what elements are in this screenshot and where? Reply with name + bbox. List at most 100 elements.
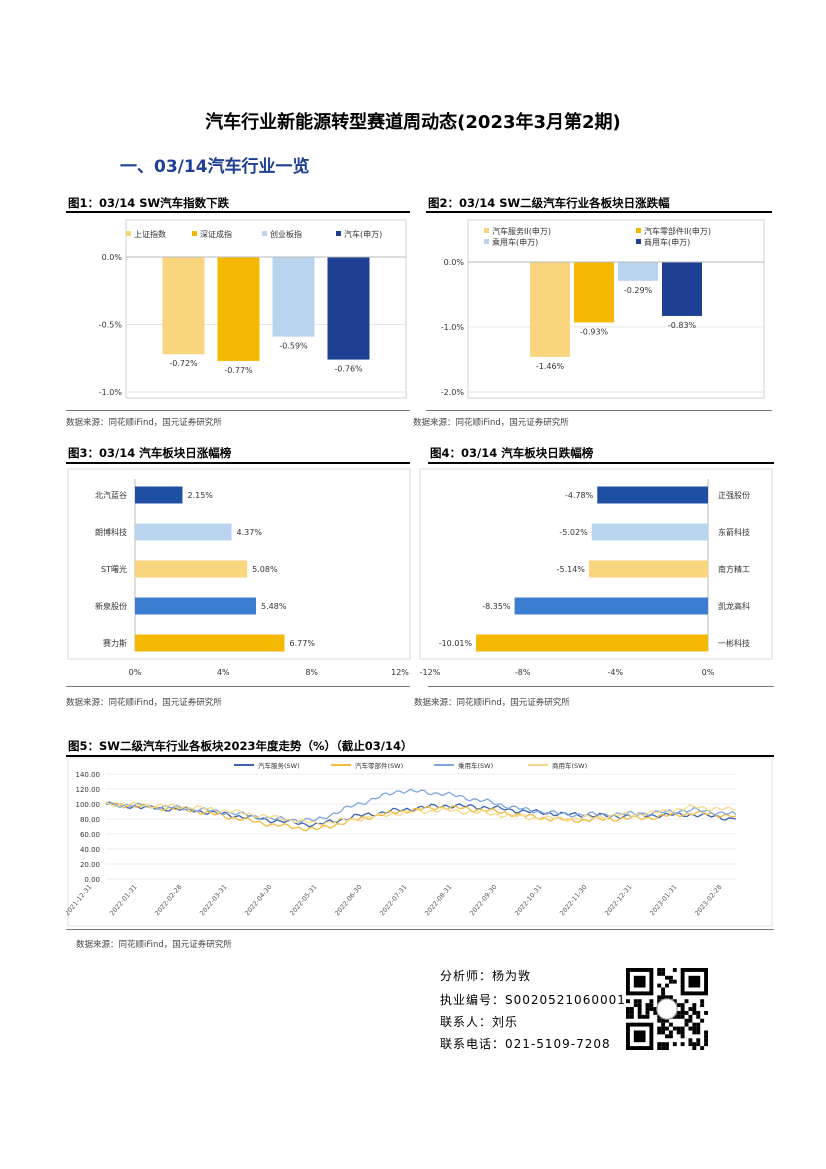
plot-frame — [125, 219, 407, 399]
category-label: 凯龙高科 — [718, 601, 750, 611]
qr-module — [672, 1014, 677, 1019]
qr-module — [649, 999, 654, 1004]
x-tick-label: -8% — [515, 668, 531, 677]
bar — [574, 262, 614, 323]
qr-module — [676, 1003, 681, 1008]
qr-module — [700, 1003, 705, 1008]
y-tick-label: 100.00 — [76, 801, 101, 809]
legend-label: 上证指数 — [134, 229, 166, 239]
legend-label: 创业板指 — [270, 229, 302, 239]
category-label: 一彬科技 — [718, 638, 750, 648]
data-label: -5.02% — [559, 528, 588, 537]
fig5-bottom-rule — [66, 929, 774, 930]
x-tick-label: 2022-07-31 — [378, 883, 408, 917]
qr-module — [692, 1030, 697, 1035]
analyst-phone: 联系电话：021-5109-7208 — [440, 1037, 611, 1051]
qr-module — [665, 1046, 669, 1050]
analyst-cert: 执业编号：S0020521060001 — [440, 993, 626, 1007]
qr-module — [645, 1003, 650, 1008]
x-tick-label: 2022-03-31 — [198, 883, 228, 917]
data-label: -1.46% — [536, 362, 565, 371]
legend-swatch — [126, 231, 131, 236]
category-label: 赛力斯 — [103, 638, 127, 648]
plot-frame — [67, 468, 411, 660]
qr-module — [633, 1003, 638, 1008]
qr-module — [665, 983, 669, 988]
qr-module — [653, 1007, 658, 1011]
qr-module — [676, 1010, 681, 1015]
qr-module — [665, 995, 669, 1000]
y-tick-label: 0.0% — [444, 258, 465, 267]
qr-module — [657, 1026, 662, 1031]
qr-module — [680, 1010, 685, 1015]
fig4-chart: -12% -8% -4% 0% -4.78% 正强股份 -5.02% 东箭科技 -5.14% 南方… — [419, 468, 773, 677]
qr-module — [672, 1042, 677, 1047]
fig3-source: 数据来源：同花顺iFind，国元证券研究所 — [66, 698, 222, 708]
qr-module — [696, 1030, 701, 1035]
fig2-title: 图2：03/14 SW二级汽车行业各板块日涨跌幅 — [428, 196, 670, 210]
data-label: -4.78% — [565, 491, 594, 500]
analyst-contact: 联系人：刘乐 — [440, 1015, 519, 1029]
plot-frame — [419, 468, 773, 660]
bar — [662, 262, 702, 316]
qr-module — [657, 999, 662, 1004]
qr-module — [626, 1007, 630, 1011]
qr-module — [661, 1030, 666, 1035]
qr-module — [680, 1003, 685, 1008]
legend-swatch — [192, 231, 197, 236]
data-label: -5.14% — [557, 565, 586, 574]
x-tick-label: 2022-09-30 — [468, 883, 498, 917]
legend-label: 深证成指 — [200, 229, 232, 239]
data-label: -0.83% — [668, 321, 697, 330]
qr-module — [692, 1046, 697, 1050]
qr-module — [626, 1010, 630, 1015]
qr-module — [692, 1003, 697, 1008]
fig5-title: 图5：SW二级汽车行业各板块2023年度走势（%）（截止03/14） — [68, 739, 413, 753]
qr-module — [692, 1042, 697, 1047]
bar — [597, 486, 708, 504]
plot-frame — [467, 219, 765, 399]
x-tick-label: 2022-01-31 — [108, 883, 138, 917]
legend-label: 汽车零部件(SW) — [355, 761, 403, 770]
qr-module — [704, 1030, 708, 1035]
x-tick-label: 8% — [305, 668, 318, 677]
qr-module — [637, 1007, 642, 1011]
fig1-source: 数据来源：同花顺iFind，国元证券研究所 — [66, 418, 222, 428]
bar — [591, 523, 708, 541]
qr-module — [657, 983, 662, 988]
qr-module — [704, 1010, 708, 1015]
y-tick-label: 60.00 — [80, 831, 100, 839]
legend-swatch — [336, 231, 341, 236]
bar — [135, 597, 257, 615]
qr-module — [704, 1034, 708, 1039]
qr-finder-core — [633, 975, 646, 988]
qr-module — [645, 1010, 650, 1015]
qr-module — [688, 1026, 693, 1031]
qr-module — [661, 1042, 666, 1047]
bar — [530, 262, 570, 357]
section-title: 一、03/14汽车行业一览 — [120, 157, 310, 177]
data-label: 4.37% — [237, 528, 263, 537]
qr-module — [688, 1007, 693, 1011]
category-label: 正强股份 — [718, 490, 750, 500]
qr-module — [649, 1003, 654, 1008]
qr-module — [672, 979, 677, 984]
qr-module — [629, 1007, 634, 1011]
qr-module — [665, 1042, 669, 1047]
x-tick-label: 2023-01-31 — [648, 883, 678, 917]
qr-module — [696, 1042, 701, 1047]
qr-module — [661, 971, 666, 976]
fig3-bottom-rule — [66, 686, 410, 687]
legend-swatch — [636, 239, 641, 244]
qr-module — [696, 1022, 701, 1027]
x-tick-label: 2023-02-28 — [693, 883, 723, 917]
x-tick-label: 2022-06-30 — [333, 883, 363, 917]
qr-finder-core — [633, 1030, 646, 1043]
fig5-source: 数据来源：同花顺iFind，国元证券研究所 — [76, 940, 232, 950]
qr-module — [668, 975, 673, 980]
qr-module — [680, 1030, 685, 1035]
bar — [135, 523, 232, 541]
legend-swatch — [484, 228, 489, 233]
qr-module — [665, 1018, 669, 1023]
category-label: ST曙光 — [101, 564, 127, 574]
